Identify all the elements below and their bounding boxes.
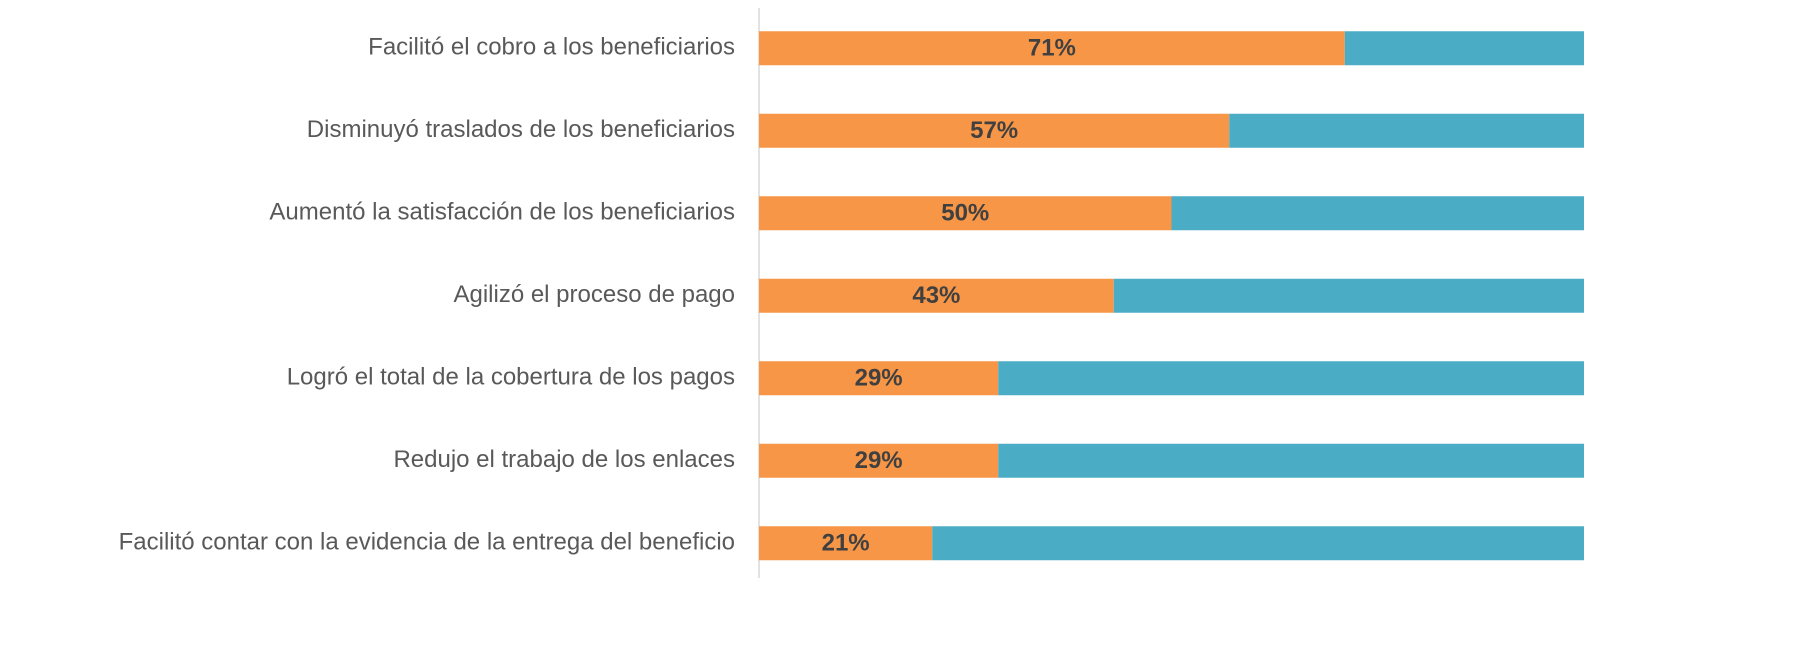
- bar-segment: [759, 196, 1172, 231]
- category-label: Facilitó contar con la evidencia de la e…: [119, 529, 735, 556]
- bar-segment: [759, 361, 999, 396]
- category-label: Logró el total de la cobertura de los pa…: [287, 364, 735, 391]
- bar-segment: [759, 278, 1114, 313]
- bar-segment: [1113, 278, 1584, 313]
- bar-segment: [1171, 196, 1584, 231]
- category-label: Facilitó el cobro a los beneficiarios: [368, 34, 735, 61]
- category-label: Redujo el trabajo de los enlaces: [393, 446, 735, 473]
- bar-segment: [998, 361, 1584, 396]
- value-label: 57%: [970, 117, 1018, 144]
- bar-segment: [759, 113, 1230, 148]
- bar-segment: [759, 31, 1345, 66]
- bar-segment: [998, 443, 1584, 478]
- bar-segment: [759, 443, 999, 478]
- category-label: Aumentó la satisfacción de los beneficia…: [269, 199, 735, 226]
- bar-segment: [932, 526, 1584, 561]
- value-label: 29%: [855, 447, 903, 474]
- value-label: 71%: [1028, 35, 1076, 62]
- value-label: 43%: [912, 282, 960, 309]
- category-label: Disminuyó traslados de los beneficiarios: [307, 116, 735, 143]
- value-label: 29%: [855, 365, 903, 392]
- value-label: 50%: [941, 200, 989, 227]
- category-label: Agilizó el proceso de pago: [453, 281, 735, 308]
- bar-segment: [759, 526, 933, 561]
- bar-segment: [1229, 113, 1584, 148]
- value-label: 21%: [822, 530, 870, 557]
- bar-segment: [1344, 31, 1584, 66]
